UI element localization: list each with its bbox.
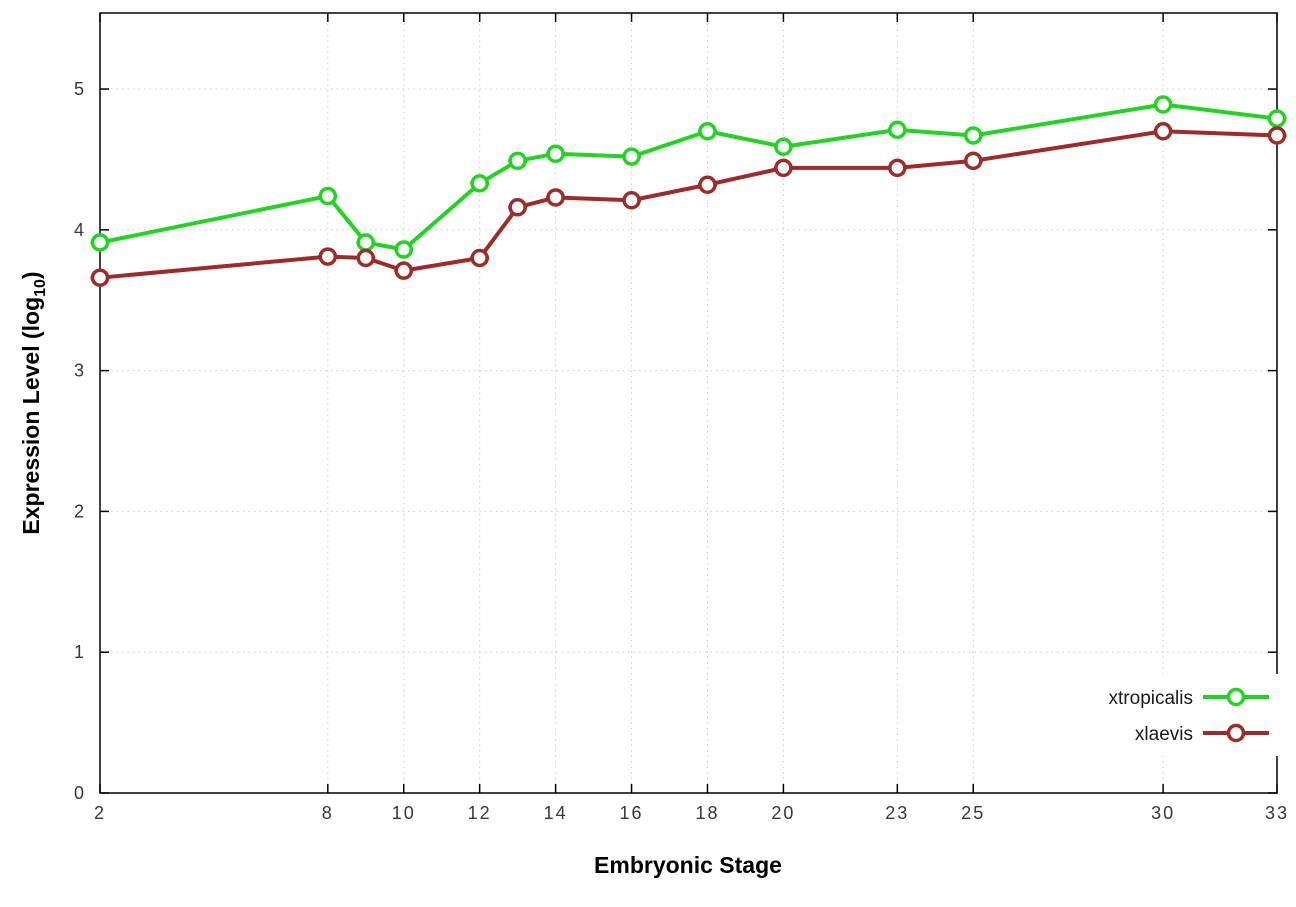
data-point-xlaevis (546, 188, 565, 207)
y-tick-label: 2 (74, 501, 86, 521)
data-point-xtropicalis (1153, 95, 1173, 114)
data-point-xlaevis (356, 248, 376, 268)
data-point-xlaevis (774, 158, 793, 178)
data-point-xtropicalis (964, 126, 983, 145)
data-point-xtropicalis (356, 233, 376, 252)
data-point-xtropicalis (318, 186, 338, 206)
data-point-xlaevis (508, 198, 527, 217)
x-tick-label: 23 (885, 803, 909, 823)
data-point-xlaevis (318, 247, 338, 266)
data-point-xlaevis (394, 261, 413, 280)
data-point-xlaevis (1267, 126, 1287, 145)
y-tick-label: 4 (74, 220, 86, 240)
y-axis-title: Expression Level (log10) (18, 271, 50, 534)
legend-box (1088, 674, 1284, 756)
x-tick-label: 33 (1265, 803, 1289, 823)
data-point-xtropicalis (394, 240, 413, 259)
plot-border (99, 12, 1278, 794)
data-point-xlaevis (1153, 122, 1173, 141)
data-point-xlaevis (622, 191, 641, 210)
x-tick-label: 8 (322, 803, 334, 823)
y-tick-label: 1 (74, 642, 86, 662)
x-tick-label: 12 (468, 803, 492, 823)
data-point-xtropicalis (546, 144, 565, 164)
data-point-xtropicalis (90, 233, 110, 252)
data-point-xtropicalis (774, 137, 793, 157)
x-tick-label: 25 (961, 803, 985, 823)
x-tick-label: 16 (620, 803, 644, 823)
series-line-xtropicalis (98, 102, 1279, 252)
y-axis-title-close: ) (18, 271, 45, 280)
data-point-xlaevis (698, 175, 717, 195)
legend-sample-marker-xtropicalis (1226, 687, 1246, 707)
x-tick-label: 10 (392, 803, 416, 823)
y-axis-title-text: Expression Level (log (18, 296, 45, 535)
y-axis-title-subscript: 10 (31, 279, 49, 297)
data-point-xlaevis (888, 158, 907, 178)
data-point-xtropicalis (1267, 109, 1287, 128)
y-tick-label: 5 (74, 79, 86, 99)
x-tick-label: 20 (771, 803, 795, 823)
data-point-xtropicalis (698, 122, 717, 141)
y-tick-label: 3 (74, 361, 86, 381)
x-tick-label: 2 (94, 803, 106, 823)
x-tick-label: 18 (695, 803, 719, 823)
data-point-xlaevis (470, 248, 489, 268)
legend-sample-marker-xlaevis (1226, 723, 1246, 743)
data-point-xtropicalis (888, 120, 907, 140)
data-point-xtropicalis (470, 174, 489, 193)
y-tick-label: 0 (74, 783, 86, 803)
data-point-xlaevis (90, 268, 110, 287)
data-point-xtropicalis (508, 151, 527, 171)
x-axis-title: Embryonic Stage (594, 852, 782, 878)
data-point-xlaevis (964, 151, 983, 171)
x-tick-label: 14 (544, 803, 568, 823)
legend-label-xlaevis: xlaevis (1135, 724, 1193, 745)
x-tick-label: 30 (1151, 803, 1175, 823)
legend-label-xtropicalis: xtropicalis (1109, 688, 1193, 709)
data-point-xtropicalis (622, 147, 641, 166)
